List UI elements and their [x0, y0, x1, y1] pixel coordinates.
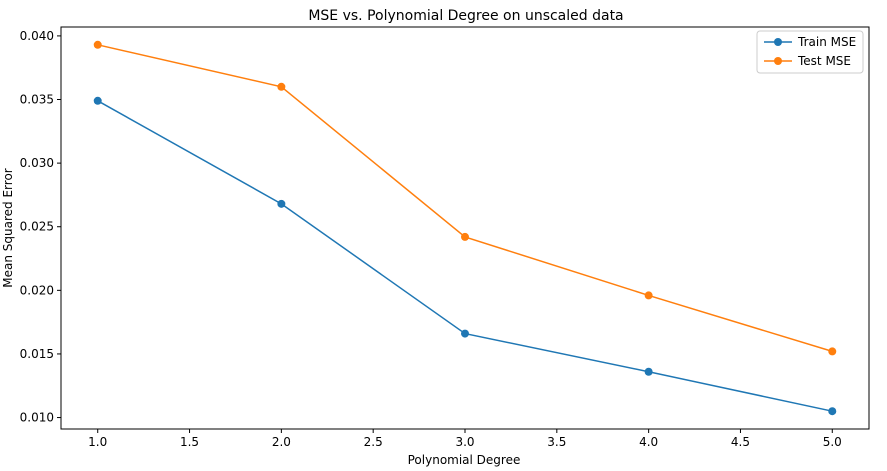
series-layer [93, 40, 837, 416]
x-tick-label: 4.0 [639, 435, 658, 449]
y-tick-label: 0.035 [20, 93, 54, 107]
data-point-test [93, 40, 102, 49]
x-axis-label: Polynomial Degree [408, 453, 521, 467]
data-point-train [461, 329, 469, 338]
x-axis-ticks: 1.0 1.5 2.0 2.5 3.0 3.5 4.0 4.5 5.0 [88, 429, 842, 449]
data-point-train [93, 96, 102, 105]
x-tick-label: 2.0 [272, 435, 291, 449]
legend-label-test: Test MSE [797, 54, 851, 68]
y-axis-label: Mean Squared Error [1, 168, 15, 288]
x-tick-label: 1.5 [180, 435, 199, 449]
data-point-test [828, 347, 837, 356]
y-tick-label: 0.040 [20, 29, 54, 43]
legend-marker-train [774, 38, 782, 46]
x-tick-label: 3.0 [455, 435, 474, 449]
y-tick-label: 0.015 [20, 347, 54, 361]
chart-title: MSE vs. Polynomial Degree on unscaled da… [308, 8, 623, 24]
y-tick-label: 0.030 [20, 156, 54, 170]
legend-label-train: Train MSE [797, 35, 856, 49]
plot-area [60, 26, 870, 430]
y-tick-label: 0.010 [20, 411, 54, 425]
legend-marker-test [774, 57, 782, 65]
legend: Train MSE Test MSE [756, 30, 864, 74]
x-tick-label: 2.5 [364, 435, 383, 449]
y-axis-ticks: 0.010 0.015 0.020 0.025 0.030 0.035 0.040 [20, 29, 61, 425]
x-tick-label: 1.0 [88, 435, 107, 449]
y-tick-label: 0.025 [20, 220, 54, 234]
data-point-test [644, 291, 653, 300]
y-tick-label: 0.020 [20, 283, 54, 297]
data-point-train [828, 407, 837, 416]
data-point-test [461, 232, 469, 241]
x-tick-label: 5.0 [823, 435, 842, 449]
x-tick-label: 3.5 [547, 435, 566, 449]
data-point-test [277, 82, 286, 91]
data-point-train [644, 367, 653, 376]
x-tick-label: 4.5 [731, 435, 750, 449]
data-point-train [277, 199, 286, 208]
